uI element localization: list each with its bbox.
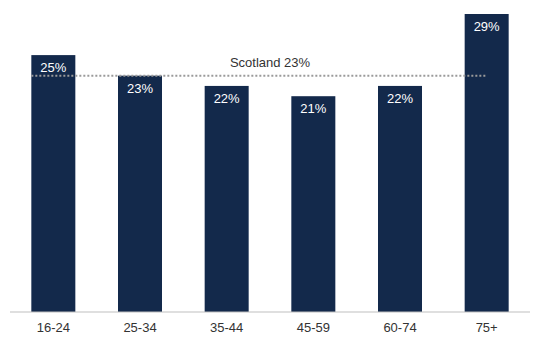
bar: [378, 86, 422, 312]
bar: [291, 96, 335, 312]
chart-container: 25% 23% 22% 21% 22% 29% Scotland 23% 16-24 25-34…: [0, 0, 542, 356]
data-label: 22%: [387, 91, 413, 106]
chart-svg: 25% 23% 22% 21% 22% 29% Scotland 23% 16-24 25-34…: [0, 0, 542, 356]
data-label: 21%: [300, 101, 326, 116]
bar: [205, 86, 249, 312]
x-tick-label: 60-74: [383, 320, 416, 335]
x-tick-label: 25-34: [123, 320, 156, 335]
bar: [31, 55, 75, 312]
reference-line: [31, 75, 486, 77]
bar: [465, 14, 509, 312]
x-tick-label: 45-59: [297, 320, 330, 335]
data-label: 23%: [127, 81, 153, 96]
x-axis: [10, 312, 530, 313]
x-tick-label: 35-44: [210, 320, 243, 335]
bars: [31, 14, 508, 312]
x-tick-label: 75+: [476, 320, 498, 335]
x-tick-label: 16-24: [37, 320, 70, 335]
data-label: 22%: [214, 91, 240, 106]
labels: 25% 23% 22% 21% 22% 29% Scotland 23% 16-24 25-34…: [37, 19, 500, 335]
reference-label: Scotland 23%: [230, 55, 311, 70]
data-label: 29%: [474, 19, 500, 34]
bar: [118, 76, 162, 312]
data-label: 25%: [40, 60, 66, 75]
